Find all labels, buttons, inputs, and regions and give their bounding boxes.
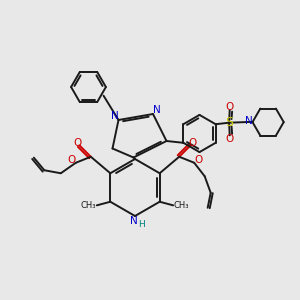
Text: O: O — [189, 138, 197, 148]
Text: S: S — [225, 116, 233, 129]
Text: O: O — [226, 101, 234, 112]
Text: O: O — [194, 155, 202, 165]
Text: N: N — [153, 105, 160, 116]
Text: O: O — [73, 138, 81, 148]
Text: O: O — [226, 134, 234, 144]
Text: N: N — [130, 216, 137, 226]
Text: N: N — [111, 111, 119, 122]
Text: N: N — [245, 116, 253, 126]
Text: CH₃: CH₃ — [174, 201, 189, 210]
Text: O: O — [68, 155, 76, 165]
Text: H: H — [138, 220, 145, 229]
Text: CH₃: CH₃ — [81, 201, 96, 210]
